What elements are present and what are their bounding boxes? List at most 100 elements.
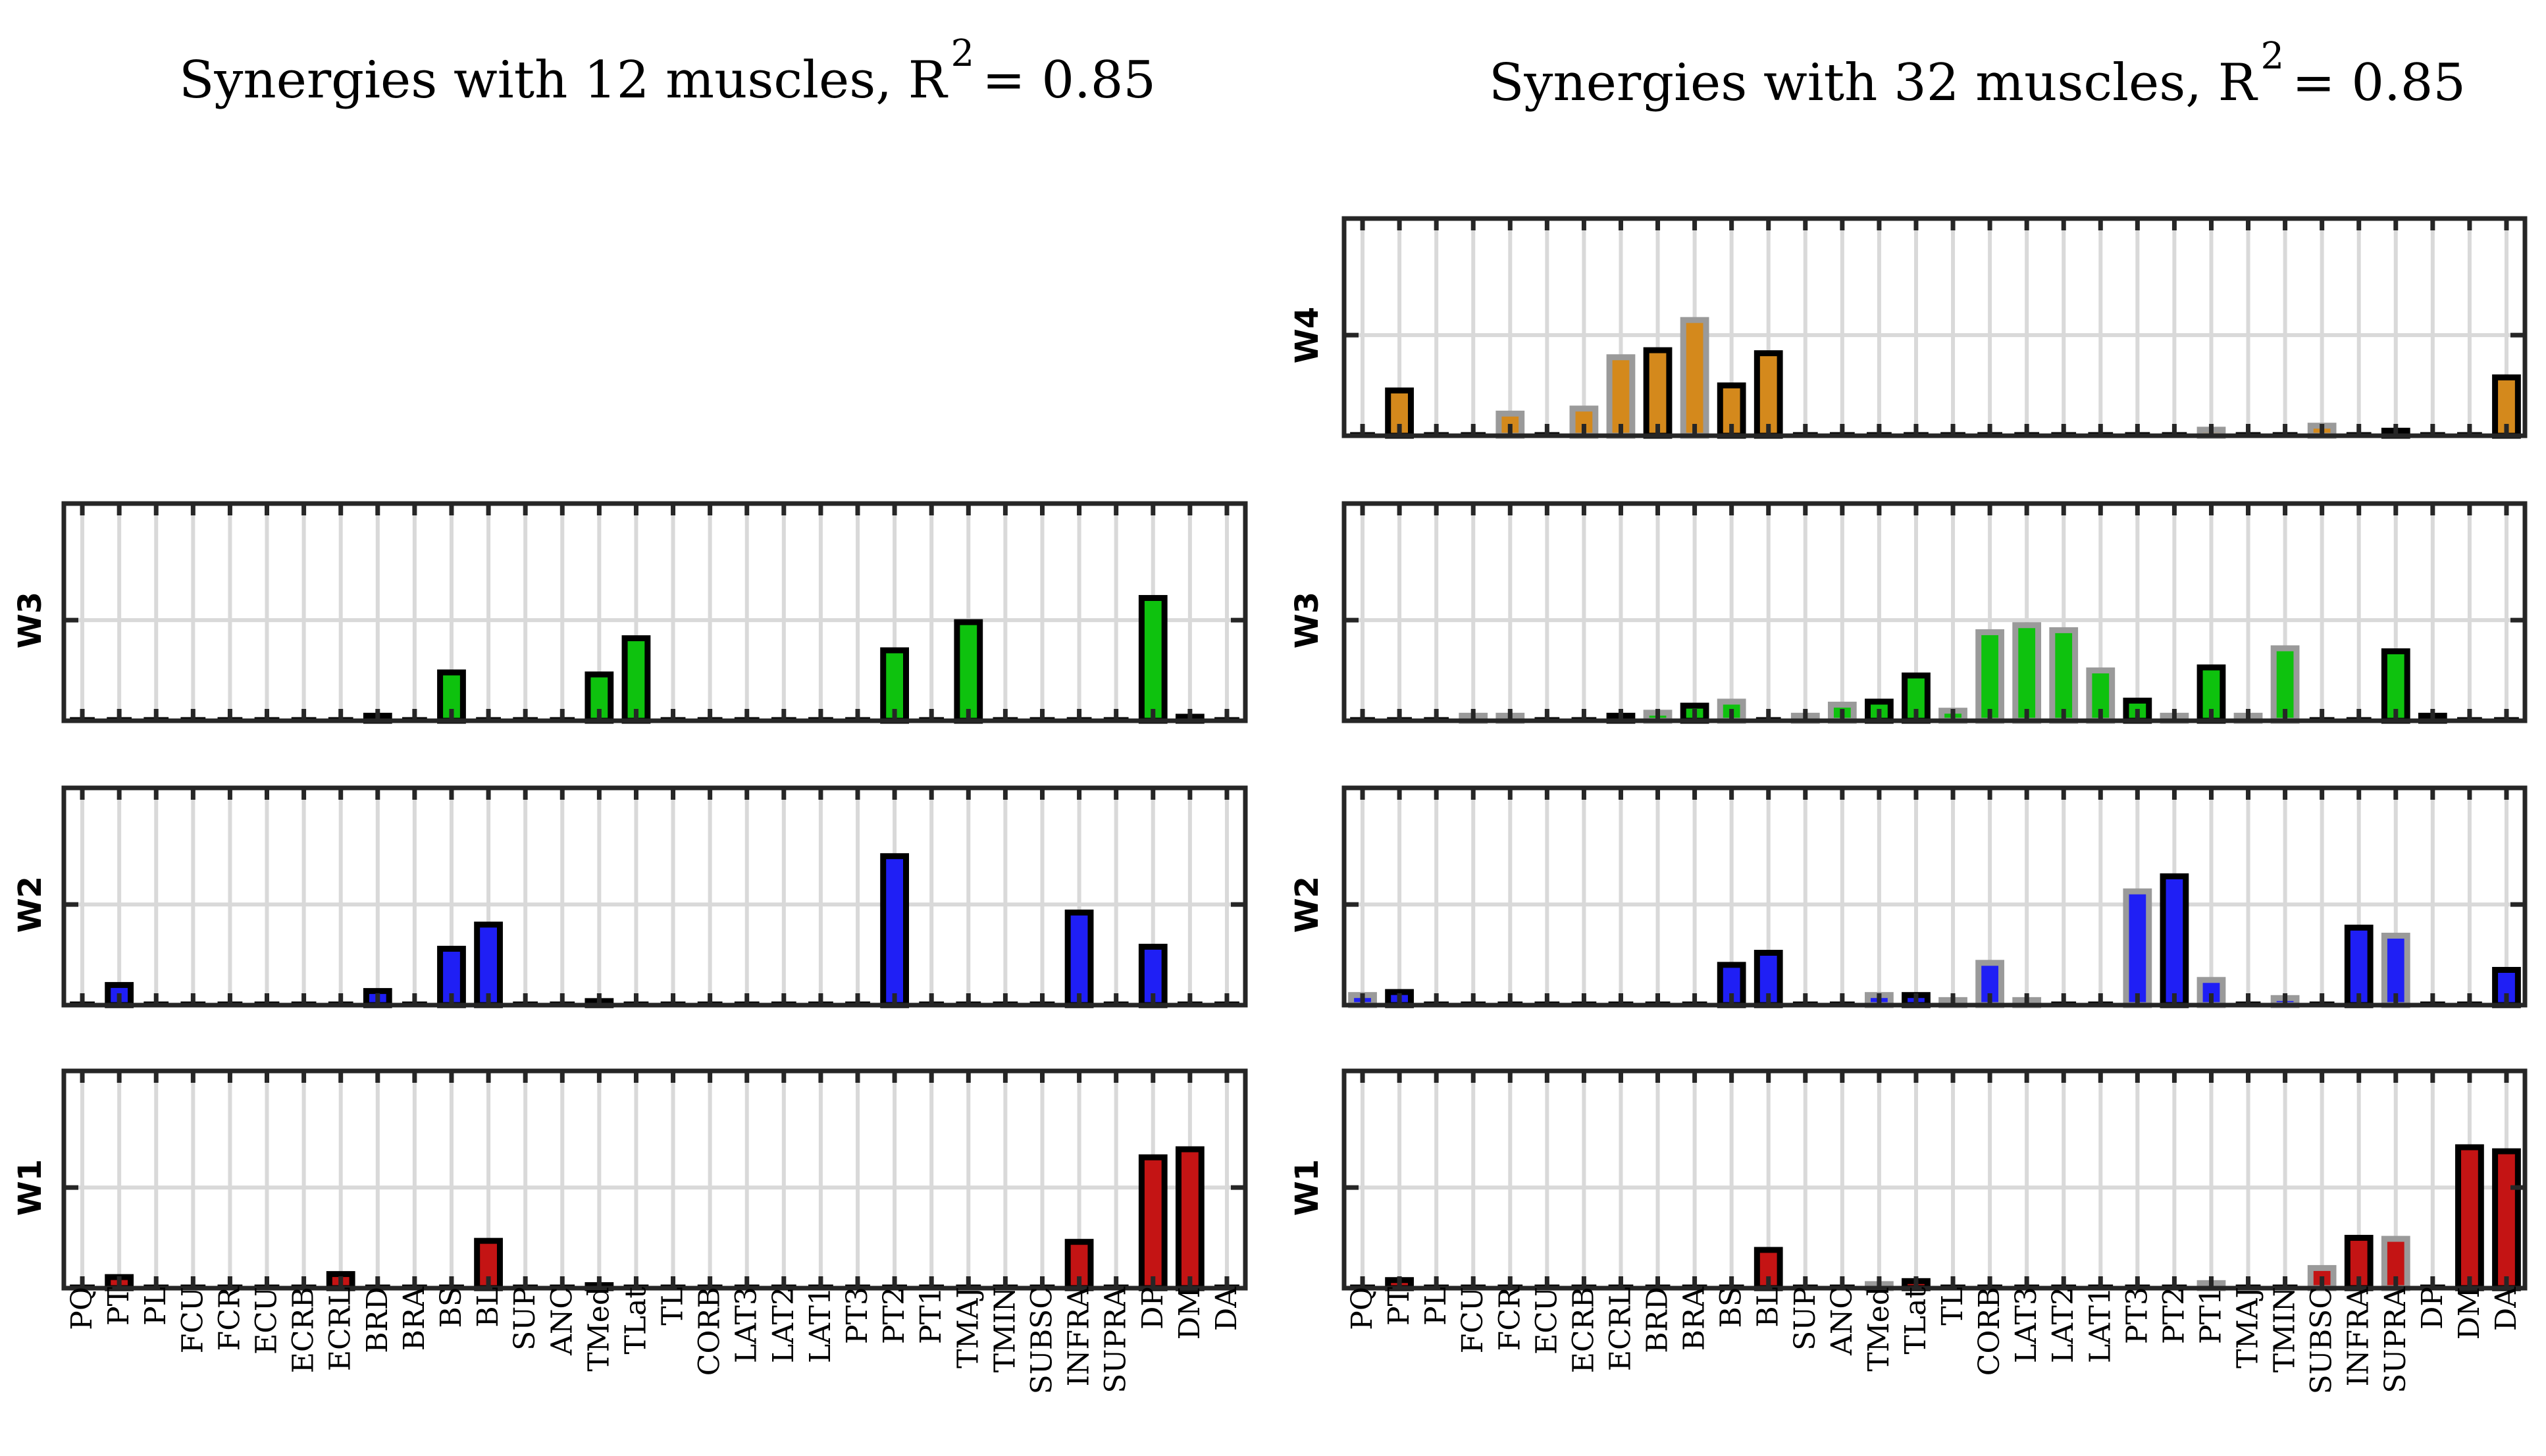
tick-label-tlat: TLat bbox=[619, 1287, 652, 1355]
tick-label-tl: TL bbox=[656, 1287, 690, 1326]
bar-w1-dm bbox=[1175, 1146, 1205, 1291]
bar-w3-tlat bbox=[621, 635, 651, 724]
tick-label-dp: DP bbox=[2416, 1287, 2449, 1330]
tick-label-bl: BL bbox=[1752, 1287, 1785, 1328]
tick-label-tmaj: TMAJ bbox=[951, 1287, 985, 1368]
series-label-w1: W1 bbox=[1289, 1159, 1326, 1216]
series-label-w3: W3 bbox=[12, 592, 49, 648]
right-title-exponent: 2 bbox=[2261, 35, 2285, 78]
left-title: Synergies with 12 muscles, R 2 = 0.85 bbox=[179, 32, 1156, 110]
series-label-w2: W2 bbox=[1289, 876, 1326, 933]
bar-w3-lat3 bbox=[2012, 622, 2042, 724]
tick-label-tl: TL bbox=[1936, 1287, 1969, 1326]
bar-w1-dp bbox=[1138, 1154, 1168, 1291]
tick-label-tmin: TMIN bbox=[2268, 1287, 2302, 1372]
panel-frame bbox=[1341, 501, 2528, 723]
tick-label-pt: PT bbox=[102, 1287, 136, 1326]
bar-w2-pt2 bbox=[880, 853, 909, 1008]
tick-label-brd: BRD bbox=[1641, 1287, 1675, 1353]
tick-label-dm: DM bbox=[2453, 1287, 2486, 1339]
bar-w1-dm bbox=[2455, 1144, 2484, 1291]
tick-label-anc: ANC bbox=[545, 1287, 579, 1356]
tick-label-sup: SUP bbox=[508, 1287, 542, 1351]
series-label-w1: W1 bbox=[12, 1159, 49, 1216]
tick-label-fcr: FCR bbox=[213, 1286, 246, 1351]
bar-w1-da bbox=[2492, 1148, 2521, 1291]
bar-w2-pt2 bbox=[2160, 873, 2189, 1008]
panel-right-w2: W2 bbox=[1289, 785, 2528, 1008]
panel-right-w1: W1 bbox=[1289, 1068, 2528, 1291]
tick-label-ecu: ECU bbox=[250, 1287, 284, 1355]
series-label-w2: W2 bbox=[12, 876, 49, 933]
bar-w3-lat2 bbox=[2049, 627, 2079, 724]
right-title-value: = 0.85 bbox=[2292, 53, 2466, 113]
tick-label-subsc: SUBSC bbox=[2305, 1287, 2339, 1394]
tick-label-pt3: PT3 bbox=[2120, 1287, 2154, 1344]
bar-w4-bl bbox=[1754, 350, 1783, 439]
panel-left-w3: W3 bbox=[12, 501, 1248, 724]
right-title-text: Synergies with 32 muscles, R bbox=[1489, 53, 2258, 113]
tick-label-pq: PQ bbox=[1345, 1287, 1379, 1330]
bar-w3-dp bbox=[1138, 594, 1168, 724]
bar-w4-bra bbox=[1680, 317, 1709, 439]
tick-label-pq: PQ bbox=[65, 1287, 99, 1330]
tick-label-tmin: TMIN bbox=[988, 1287, 1022, 1372]
panel-right-w4: W4 bbox=[1289, 216, 2528, 439]
tick-label-da: DA bbox=[1210, 1286, 1243, 1331]
tick-label-pl: PL bbox=[1419, 1287, 1453, 1326]
bar-w2-bl bbox=[474, 922, 503, 1008]
tick-label-bra: BRA bbox=[1678, 1286, 1711, 1351]
tick-label-fcu: FCU bbox=[176, 1287, 209, 1353]
panel-left-w2: W2 bbox=[12, 785, 1248, 1008]
tick-label-pt1: PT1 bbox=[914, 1287, 948, 1344]
tick-label-lat2: LAT2 bbox=[767, 1287, 800, 1363]
tick-label-anc: ANC bbox=[1825, 1287, 1859, 1356]
panel-frame bbox=[61, 785, 1248, 1008]
bar-w2-infra bbox=[2344, 924, 2374, 1008]
tick-label-infra: INFRA bbox=[1062, 1286, 1096, 1387]
bar-w3-tmaj bbox=[954, 619, 983, 724]
tick-label-da: DA bbox=[2489, 1286, 2523, 1331]
tick-label-subsc: SUBSC bbox=[1025, 1287, 1058, 1394]
right-title: Synergies with 32 muscles, R 2 = 0.85 bbox=[1489, 35, 2466, 113]
tick-label-sup: SUP bbox=[1788, 1287, 1822, 1351]
tick-label-bl: BL bbox=[471, 1287, 505, 1328]
tick-label-ecu: ECU bbox=[1530, 1287, 1563, 1355]
tick-label-fcr: FCR bbox=[1493, 1286, 1526, 1351]
left-title-value: = 0.85 bbox=[982, 51, 1156, 110]
bar-w4-brd bbox=[1643, 347, 1673, 439]
panel-frame bbox=[1341, 785, 2528, 1008]
tick-label-supra: SUPRA bbox=[2379, 1286, 2412, 1393]
tick-label-tmed: TMed bbox=[1862, 1287, 1896, 1372]
panel-frame bbox=[1341, 1068, 2528, 1291]
panel-frame bbox=[61, 1068, 1248, 1291]
tick-label-pt1: PT1 bbox=[2194, 1287, 2227, 1344]
bar-w2-infra bbox=[1064, 909, 1094, 1008]
tick-label-pt2: PT2 bbox=[2157, 1287, 2191, 1344]
tick-label-lat3: LAT3 bbox=[2010, 1287, 2043, 1363]
tick-label-lat1: LAT1 bbox=[804, 1287, 837, 1363]
panel-frame bbox=[61, 501, 1248, 723]
tick-label-fcu: FCU bbox=[1456, 1287, 1490, 1353]
panel-left-w1: W1 bbox=[12, 1068, 1248, 1291]
series-label-w3: W3 bbox=[1289, 592, 1326, 648]
tick-label-lat3: LAT3 bbox=[730, 1287, 764, 1363]
bar-w1-bl bbox=[1754, 1247, 1783, 1291]
tick-label-dm: DM bbox=[1173, 1287, 1207, 1339]
tick-label-tmaj: TMAJ bbox=[2231, 1287, 2265, 1368]
tick-label-ecrl: ECRL bbox=[1603, 1287, 1637, 1371]
tick-label-tmed: TMed bbox=[582, 1287, 615, 1372]
tick-label-ecrb: ECRB bbox=[1567, 1287, 1600, 1373]
tick-label-supra: SUPRA bbox=[1099, 1286, 1133, 1393]
tick-label-pt2: PT2 bbox=[877, 1287, 911, 1344]
left-title-exponent: 2 bbox=[951, 32, 975, 75]
tick-label-pl: PL bbox=[139, 1287, 172, 1326]
tick-label-lat1: LAT1 bbox=[2083, 1287, 2117, 1363]
tick-label-ecrb: ECRB bbox=[287, 1287, 321, 1373]
tick-label-infra: INFRA bbox=[2342, 1286, 2376, 1387]
tick-label-corb: CORB bbox=[1973, 1287, 2006, 1376]
panel-right-w3: W3 bbox=[1289, 501, 2528, 724]
bar-w3-corb bbox=[1975, 629, 2004, 724]
